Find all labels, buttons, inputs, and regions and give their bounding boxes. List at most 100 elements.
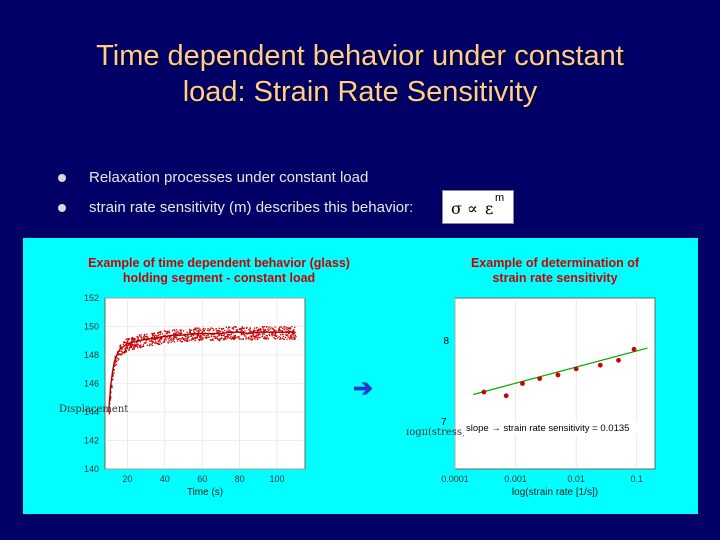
left-data-point bbox=[151, 334, 153, 336]
left-data-point bbox=[189, 335, 191, 337]
left-data-point bbox=[137, 336, 139, 338]
left-data-point bbox=[151, 332, 153, 335]
left-data-point bbox=[120, 353, 122, 356]
left-data-point bbox=[150, 339, 153, 341]
left-data-point bbox=[134, 338, 137, 340]
left-data-point bbox=[283, 328, 285, 331]
left-data-point bbox=[141, 345, 143, 348]
left-data-point bbox=[171, 329, 174, 332]
left-data-point bbox=[218, 339, 220, 341]
left-data-point bbox=[171, 337, 173, 339]
left-data-point bbox=[148, 344, 151, 347]
left-data-point bbox=[177, 332, 180, 334]
left-data-point bbox=[175, 331, 177, 333]
left-data-point bbox=[218, 334, 221, 337]
left-data-point bbox=[184, 338, 186, 340]
left-data-point bbox=[143, 336, 145, 338]
left-data-point bbox=[108, 411, 111, 414]
left-ytick-label: 152 bbox=[84, 293, 99, 303]
left-data-point bbox=[174, 336, 176, 339]
left-data-point bbox=[291, 333, 294, 336]
left-data-point bbox=[289, 328, 291, 330]
left-data-point bbox=[204, 328, 207, 330]
left-data-point bbox=[286, 338, 288, 340]
left-data-point bbox=[220, 327, 223, 330]
left-data-point bbox=[190, 335, 193, 337]
left-data-point bbox=[168, 340, 171, 342]
left-data-point bbox=[262, 335, 264, 337]
left-data-point bbox=[118, 353, 120, 356]
left-data-point bbox=[254, 330, 256, 332]
bullet-text: Relaxation processes under constant load bbox=[89, 169, 369, 186]
left-data-point bbox=[111, 384, 113, 387]
left-data-point bbox=[250, 336, 253, 338]
left-data-point bbox=[133, 346, 135, 348]
left-data-point bbox=[253, 329, 255, 331]
left-data-point bbox=[196, 334, 199, 336]
left-data-point bbox=[151, 344, 154, 347]
left-data-point bbox=[220, 330, 222, 333]
formula-strain-rate: ε bbox=[485, 199, 494, 218]
left-data-point bbox=[254, 338, 256, 340]
left-data-point bbox=[295, 335, 297, 338]
left-data-point bbox=[174, 333, 176, 335]
left-data-point bbox=[156, 338, 159, 340]
left-data-point bbox=[132, 337, 134, 339]
left-data-point bbox=[230, 335, 232, 338]
left-data-point bbox=[196, 327, 198, 330]
left-data-point bbox=[271, 335, 273, 337]
left-data-point bbox=[288, 327, 290, 330]
left-data-point bbox=[263, 337, 265, 340]
left-data-point bbox=[129, 346, 131, 349]
left-data-point bbox=[167, 338, 170, 340]
right-xtick-label: 0.0001 bbox=[441, 474, 469, 484]
left-data-point bbox=[188, 331, 191, 333]
bullet-dot-icon bbox=[58, 174, 66, 182]
left-data-point bbox=[292, 336, 294, 338]
left-data-point bbox=[252, 330, 254, 332]
left-data-point bbox=[143, 335, 145, 337]
left-data-point bbox=[150, 344, 152, 346]
left-data-point bbox=[173, 329, 175, 331]
left-data-point bbox=[159, 333, 162, 335]
left-data-point bbox=[125, 345, 128, 347]
left-data-point bbox=[264, 338, 267, 340]
left-data-point bbox=[182, 330, 185, 332]
left-data-point bbox=[158, 340, 160, 342]
left-data-point bbox=[253, 330, 255, 333]
left-data-point bbox=[150, 340, 152, 342]
left-data-point bbox=[133, 345, 135, 348]
left-data-point bbox=[136, 341, 138, 344]
left-data-point bbox=[168, 330, 170, 332]
right-data-point bbox=[555, 372, 561, 378]
left-data-point bbox=[223, 334, 226, 336]
left-data-point bbox=[128, 338, 131, 340]
left-data-point bbox=[195, 336, 197, 339]
left-data-point bbox=[238, 338, 241, 340]
left-data-point bbox=[124, 347, 127, 349]
left-data-point bbox=[258, 336, 260, 339]
left-data-point bbox=[217, 335, 219, 337]
left-data-point bbox=[232, 328, 234, 330]
left-data-point bbox=[196, 335, 198, 337]
left-data-point bbox=[248, 331, 250, 334]
left-data-point bbox=[184, 339, 186, 342]
left-xtick-label: 20 bbox=[122, 474, 132, 484]
left-data-point bbox=[199, 328, 201, 330]
left-data-point bbox=[126, 345, 128, 347]
left-data-point bbox=[209, 336, 211, 338]
right-data-point bbox=[520, 381, 525, 386]
left-data-point bbox=[196, 337, 199, 339]
left-data-point bbox=[203, 330, 205, 332]
left-data-point bbox=[198, 330, 200, 332]
slide-title-line1: Time dependent behavior under constant bbox=[96, 40, 624, 72]
right-fit-line bbox=[473, 347, 648, 396]
right-chart-title-line2: strain rate sensitivity bbox=[492, 271, 618, 285]
left-data-point bbox=[193, 331, 196, 334]
left-data-point bbox=[256, 330, 259, 333]
left-data-point bbox=[294, 333, 296, 335]
left-data-point bbox=[273, 329, 275, 331]
left-data-point bbox=[281, 327, 284, 329]
left-data-point bbox=[260, 330, 263, 333]
left-data-point bbox=[146, 333, 148, 335]
